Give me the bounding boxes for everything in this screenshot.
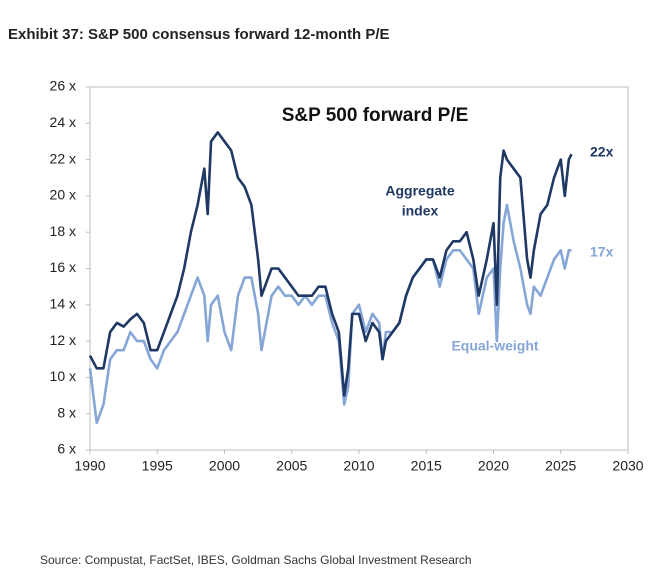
- y-tick-label: 14 x: [50, 296, 76, 312]
- x-tick-label: 2015: [411, 458, 442, 474]
- annotation: 22x: [590, 144, 614, 160]
- plot-frame: [89, 86, 629, 451]
- series-line: [88, 203, 572, 425]
- chart-subtitle: S&P 500 forward P/E: [282, 105, 469, 126]
- y-tick-label: 12 x: [50, 332, 76, 348]
- x-tick-label: 1990: [74, 458, 105, 474]
- series-line: [88, 131, 573, 397]
- y-tick-label: 8 x: [57, 404, 76, 420]
- x-tick-label: 2020: [478, 458, 509, 474]
- x-tick-label: 2005: [276, 458, 307, 474]
- y-tick-label: 16 x: [50, 259, 76, 275]
- annotation: Equal-weight: [451, 338, 538, 354]
- x-tick-label: 2030: [612, 458, 643, 474]
- x-tick-label: 2025: [545, 458, 576, 474]
- annotation: index: [402, 203, 439, 219]
- x-tick-label: 2010: [343, 458, 374, 474]
- y-tick-label: 18 x: [50, 223, 76, 239]
- source-note: Source: Compustat, FactSet, IBES, Goldma…: [40, 553, 472, 567]
- y-tick-label: 10 x: [50, 368, 76, 384]
- chart-title: Exhibit 37: S&P 500 consensus forward 12…: [8, 26, 390, 43]
- y-tick-label: 22 x: [50, 150, 76, 166]
- annotation: 17x: [590, 244, 614, 260]
- x-tick-label: 1995: [142, 458, 173, 474]
- annotation: Aggregate: [385, 183, 454, 199]
- y-tick-label: 20 x: [50, 187, 76, 203]
- x-tick-label: 2000: [209, 458, 240, 474]
- y-tick-label: 26 x: [50, 78, 76, 94]
- y-tick-label: 24 x: [50, 114, 76, 130]
- y-tick-label: 6 x: [57, 441, 76, 457]
